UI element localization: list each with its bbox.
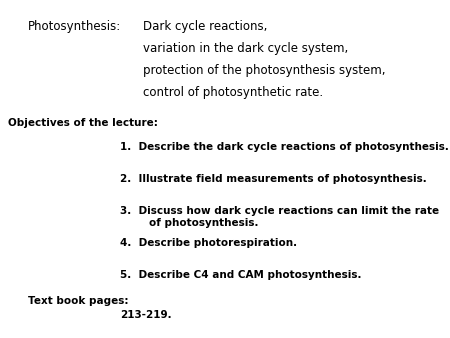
Text: Dark cycle reactions,: Dark cycle reactions, (143, 20, 267, 33)
Text: control of photosynthetic rate.: control of photosynthetic rate. (143, 86, 323, 99)
Text: 1.  Describe the dark cycle reactions of photosynthesis.: 1. Describe the dark cycle reactions of … (120, 142, 449, 152)
Text: Text book pages:: Text book pages: (28, 296, 129, 306)
Text: Objectives of the lecture:: Objectives of the lecture: (8, 118, 158, 128)
Text: variation in the dark cycle system,: variation in the dark cycle system, (143, 42, 348, 55)
Text: protection of the photosynthesis system,: protection of the photosynthesis system, (143, 64, 386, 77)
Text: 213-219.: 213-219. (120, 310, 171, 320)
Text: 5.  Describe C4 and CAM photosynthesis.: 5. Describe C4 and CAM photosynthesis. (120, 270, 361, 280)
Text: 3.  Discuss how dark cycle reactions can limit the rate
        of photosynthesi: 3. Discuss how dark cycle reactions can … (120, 206, 439, 227)
Text: Photosynthesis:: Photosynthesis: (28, 20, 121, 33)
Text: 4.  Describe photorespiration.: 4. Describe photorespiration. (120, 238, 297, 248)
Text: 2.  Illustrate field measurements of photosynthesis.: 2. Illustrate field measurements of phot… (120, 174, 427, 184)
